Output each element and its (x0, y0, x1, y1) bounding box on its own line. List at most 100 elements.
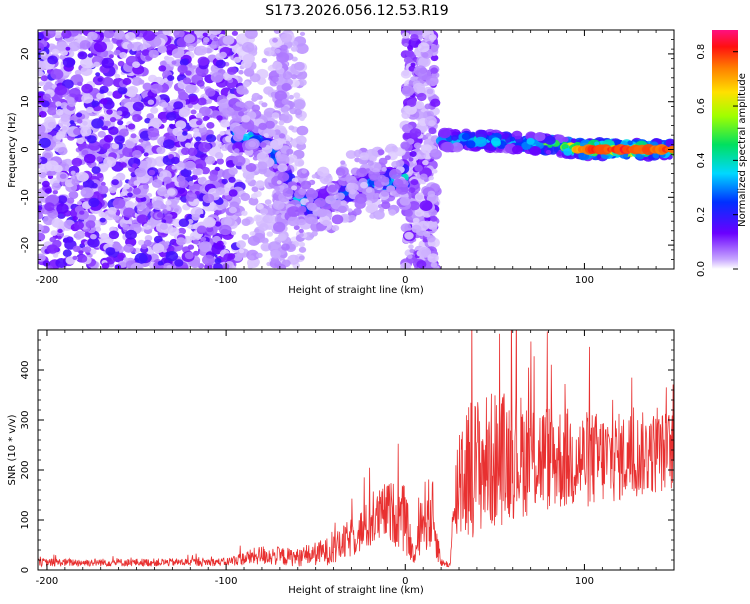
spectrogram-cell (80, 126, 92, 137)
spectrogram-cell (405, 50, 414, 57)
spectrogram-cell (474, 136, 487, 147)
spectrogram-cell (122, 146, 135, 157)
spectrogram-cell (336, 192, 345, 200)
spectrogram-cell (353, 208, 362, 216)
spectrogram-cell (274, 48, 281, 54)
spectrogram-cell (184, 142, 192, 148)
spectrogram-cell (55, 258, 68, 268)
spectrogram-cell (331, 214, 344, 225)
spectrogram-cell (47, 55, 58, 65)
spectrogram-cell (378, 157, 388, 166)
spectrogram-cell (294, 158, 305, 167)
spectrogram-cell (259, 142, 267, 148)
spectrogram-cell (275, 260, 281, 265)
spectrogram-cell (148, 49, 159, 59)
spectrogram-cell (105, 247, 116, 256)
spectrogram-cell (44, 188, 52, 194)
spectrogram-cell (234, 148, 240, 154)
spectrogram-cell (253, 214, 263, 222)
spectrogram-cell (120, 262, 128, 268)
spectrogram-cell (163, 176, 172, 184)
spectrogram-cell (72, 216, 78, 221)
spectrogram-cell (265, 120, 275, 129)
spectrogram-cell (111, 179, 119, 186)
spectrogram-cell (221, 178, 228, 185)
spectrogram-cell (287, 216, 300, 227)
spectrogram-cell (298, 228, 304, 234)
spectrogram-cell (219, 51, 227, 59)
spectrogram-cell (152, 243, 165, 254)
spectrogram-cell (214, 221, 222, 227)
spectrogram-cell (202, 116, 209, 122)
spectrogram-cell (335, 167, 346, 176)
spectrogram-cell (417, 208, 422, 213)
spectrogram-cell (72, 255, 78, 260)
spectrogram-cell (188, 181, 194, 186)
spectrogram-cell (316, 223, 326, 232)
spectrogram-cell (277, 233, 287, 242)
spectrogram-cell (241, 42, 255, 53)
snr-ylabel: SNR (10 * v/v) (7, 414, 18, 485)
spectrogram-cell (409, 248, 415, 253)
spectrogram-cell (46, 194, 60, 205)
spectrogram-cell (281, 83, 292, 91)
spectrogram-cell (340, 160, 346, 165)
spectrogram-cell (173, 30, 185, 39)
spectrogram-cell (93, 61, 100, 67)
spectrogram-cell (38, 253, 46, 262)
spectrogram-cell (56, 203, 69, 214)
spectrogram-cell (214, 209, 222, 215)
spectrogram-cell (420, 173, 428, 180)
spectrogram-cell (233, 56, 242, 63)
spectrogram-cell (87, 237, 100, 248)
snr-xtick-label: 100 (575, 576, 594, 587)
spectrogram-cell (101, 76, 114, 87)
spectrogram-cell (113, 215, 120, 221)
colorbar-tick-label: 0.0 (696, 261, 707, 277)
spectrogram-cell (79, 40, 91, 50)
spectrogram-cell (241, 59, 252, 69)
spectrogram-cell (254, 228, 260, 233)
spectrogram-cell (190, 109, 197, 115)
spectrogram-cell (90, 234, 97, 240)
spectrogram-cell (219, 131, 225, 136)
spectrogram-cell (214, 257, 222, 264)
spectrogram-cell (80, 187, 94, 199)
spectrogram-cell (245, 163, 257, 172)
spectrogram-cell (73, 221, 84, 230)
spectrogram-cell (120, 191, 127, 197)
colorbar-tick-label: 0.2 (696, 207, 707, 223)
spectrogram-cell (60, 114, 70, 122)
spectrogram-cell (220, 119, 230, 128)
spectrogram-cell (525, 131, 537, 141)
spectrogram-cell (230, 231, 237, 236)
spectrogram-cell (272, 76, 279, 83)
spectrogram-cell (99, 89, 105, 94)
spectrogram-cell (73, 127, 83, 136)
spectrogram-cell (161, 219, 167, 224)
spectrogram-cell (238, 69, 244, 75)
spectrogram-cell (408, 187, 416, 194)
spectrogram-cell (72, 245, 81, 252)
spectrogram-cell (38, 81, 45, 87)
spectrogram-cell (182, 77, 192, 85)
spectrogram-cell (430, 215, 438, 222)
spectrogram-cell (300, 180, 312, 190)
spectrogram-cell (82, 121, 88, 126)
spectrogram-cell (122, 77, 132, 86)
spectrogram-cell (185, 70, 192, 76)
spectrogram-cell (114, 264, 122, 269)
spectrogram-cell (451, 131, 458, 137)
spectrogram-cell (529, 146, 542, 156)
spectrogram-cell (296, 125, 309, 136)
spectrogram-cell (52, 190, 58, 195)
spectrogram-cell (280, 105, 290, 113)
spectrogram-cell (263, 133, 270, 138)
spectrogram-cell (419, 200, 433, 212)
spectrogram-cell (73, 74, 83, 82)
spectrogram-cell (101, 57, 115, 69)
spectrogram-cell (44, 202, 55, 212)
spectrogram-cell (56, 41, 69, 52)
spectrogram-cell (45, 81, 53, 88)
